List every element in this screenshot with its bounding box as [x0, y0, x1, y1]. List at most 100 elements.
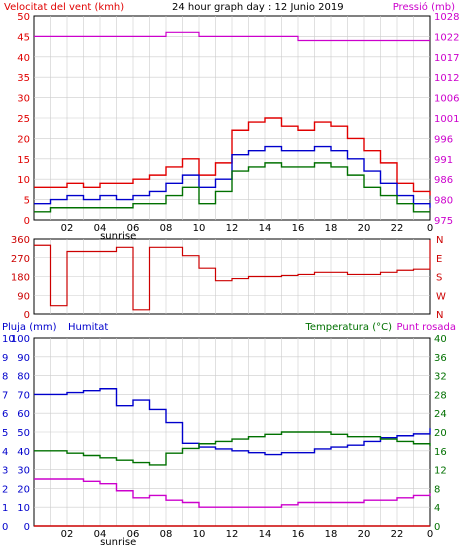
wind-y-tick-label: 0 — [24, 216, 30, 227]
temp-x-tick-label: 08 — [160, 529, 173, 540]
temp-x-tick-label: 10 — [193, 529, 206, 540]
pressure-y-tick-label: 986 — [434, 175, 453, 186]
humidity-line — [34, 388, 431, 456]
dew-point-label: Punt rosada — [397, 322, 456, 333]
pressure-y-tick-label: 996 — [434, 134, 453, 145]
dew-point-line — [34, 478, 431, 508]
rain-y-tick-label: 5 — [2, 428, 8, 439]
rain-y-tick-label: 3 — [2, 466, 8, 477]
temp-x-tick-label: 12 — [226, 529, 239, 540]
pressure-y-tick-label: 1022 — [434, 32, 459, 43]
wind-x-tick-label: 16 — [292, 223, 305, 234]
compass-tick-label: S — [436, 273, 442, 284]
temperature-y-tick-label: 8 — [434, 484, 440, 495]
pressure-y-tick-label: 980 — [434, 196, 453, 207]
humidity-y-tick-label: 10 — [17, 503, 30, 514]
rain-y-tick-label: 10 — [2, 334, 15, 345]
wind-x-tick-label: 08 — [160, 223, 173, 234]
pressure-y-tick-label: 991 — [434, 155, 453, 166]
pressure-line — [34, 31, 430, 42]
humidity-y-tick-label: 60 — [17, 409, 30, 420]
wind-x-tick-label: 20 — [358, 223, 371, 234]
temperature-y-tick-label: 20 — [434, 428, 447, 439]
rain-y-tick-label: 6 — [2, 409, 8, 420]
temp-x-tick-label: 16 — [292, 529, 305, 540]
pressure-y-tick-label: 1006 — [434, 94, 459, 105]
wind-y-tick-label: 40 — [17, 53, 30, 64]
graph-day-title: 24 hour graph day : 12 Junio 2019 — [172, 2, 344, 13]
sunrise-label: sunrise — [100, 537, 136, 548]
wind-y-tick-label: 50 — [17, 12, 30, 23]
compass-tick-label: N — [436, 310, 443, 321]
humidity-y-tick-label: 0 — [24, 522, 30, 533]
temperature-y-tick-label: 28 — [434, 390, 447, 401]
temp-x-tick-label: 22 — [391, 529, 404, 540]
wind-x-tick-label: 10 — [193, 223, 206, 234]
humidity-y-tick-label: 70 — [17, 390, 30, 401]
temp-x-tick-label: 14 — [259, 529, 272, 540]
rain-y-tick-label: 9 — [2, 353, 8, 364]
humidity-y-tick-label: 80 — [17, 372, 30, 383]
rain-y-tick-label: 2 — [2, 484, 8, 495]
series-layer — [34, 31, 431, 527]
wind-y-tick-label: 10 — [17, 175, 30, 186]
pressure-y-tick-label: 975 — [434, 216, 453, 227]
wind-x-tick-label: 14 — [259, 223, 272, 234]
temperature-y-tick-label: 4 — [434, 503, 440, 514]
wind-y-tick-label: 35 — [17, 73, 30, 84]
pressure-label: Pressió (mb) — [393, 1, 455, 13]
direction-y-tick-label: 360 — [11, 235, 30, 246]
humidity-label: Humitat — [68, 322, 108, 333]
humidity-y-tick-label: 20 — [17, 484, 30, 495]
wind-direction-line — [34, 240, 431, 311]
direction-y-tick-label: 0 — [24, 310, 30, 321]
pressure-y-tick-label: 1017 — [434, 53, 459, 64]
compass-tick-label: W — [436, 291, 446, 302]
temp-x-tick-label: 06 — [127, 529, 140, 540]
direction-y-tick-label: 90 — [17, 291, 30, 302]
rain-y-tick-label: 1 — [2, 503, 8, 514]
wind-y-tick-label: 15 — [17, 155, 30, 166]
direction-y-tick-label: 180 — [11, 273, 30, 284]
temperature-y-tick-label: 12 — [434, 466, 447, 477]
rain-label: Pluja (mm) — [2, 322, 57, 333]
wind-y-tick-label: 45 — [17, 32, 30, 43]
direction-y-tick-label: 270 — [11, 254, 30, 265]
humidity-y-tick-label: 90 — [17, 353, 30, 364]
wind-minimum-line — [34, 162, 430, 213]
wind-y-tick-label: 30 — [17, 94, 30, 105]
wind-y-tick-label: 20 — [17, 134, 30, 145]
temperature-label: Temperatura (°C) — [304, 322, 392, 333]
rain-y-tick-label: 7 — [2, 390, 8, 401]
compass-tick-label: E — [436, 254, 442, 265]
humidity-y-tick-label: 40 — [17, 447, 30, 458]
wind-x-tick-label: 02 — [61, 223, 74, 234]
rain-y-tick-label: 0 — [2, 522, 8, 533]
wind-x-tick-label: 04 — [94, 223, 107, 234]
wind-y-tick-label: 25 — [17, 114, 30, 125]
humidity-y-tick-label: 100 — [11, 334, 30, 345]
pressure-y-tick-label: 1028 — [434, 12, 459, 23]
temperature-y-tick-label: 36 — [434, 353, 447, 364]
temperature-line — [34, 431, 431, 466]
pressure-y-tick-label: 1012 — [434, 73, 459, 84]
temp-x-tick-label: 0 — [427, 529, 433, 540]
temp-x-tick-label: 18 — [325, 529, 338, 540]
temperature-y-tick-label: 16 — [434, 447, 447, 458]
wind-y-tick-label: 5 — [24, 196, 30, 207]
wind-x-tick-label: 06 — [127, 223, 140, 234]
wind-speed-label: Velocitat del vent (kmh) — [4, 2, 124, 13]
rain-y-tick-label: 4 — [2, 447, 8, 458]
humidity-y-tick-label: 30 — [17, 466, 30, 477]
wind-x-tick-label: 22 — [391, 223, 404, 234]
temp-x-tick-label: 02 — [61, 529, 74, 540]
rain-y-tick-label: 8 — [2, 372, 8, 383]
temperature-y-tick-label: 40 — [434, 334, 447, 345]
wind-x-tick-label: 0 — [427, 223, 433, 234]
wind-x-tick-label: 18 — [325, 223, 338, 234]
humidity-y-tick-label: 50 — [17, 428, 30, 439]
temp-x-tick-label: 20 — [358, 529, 371, 540]
